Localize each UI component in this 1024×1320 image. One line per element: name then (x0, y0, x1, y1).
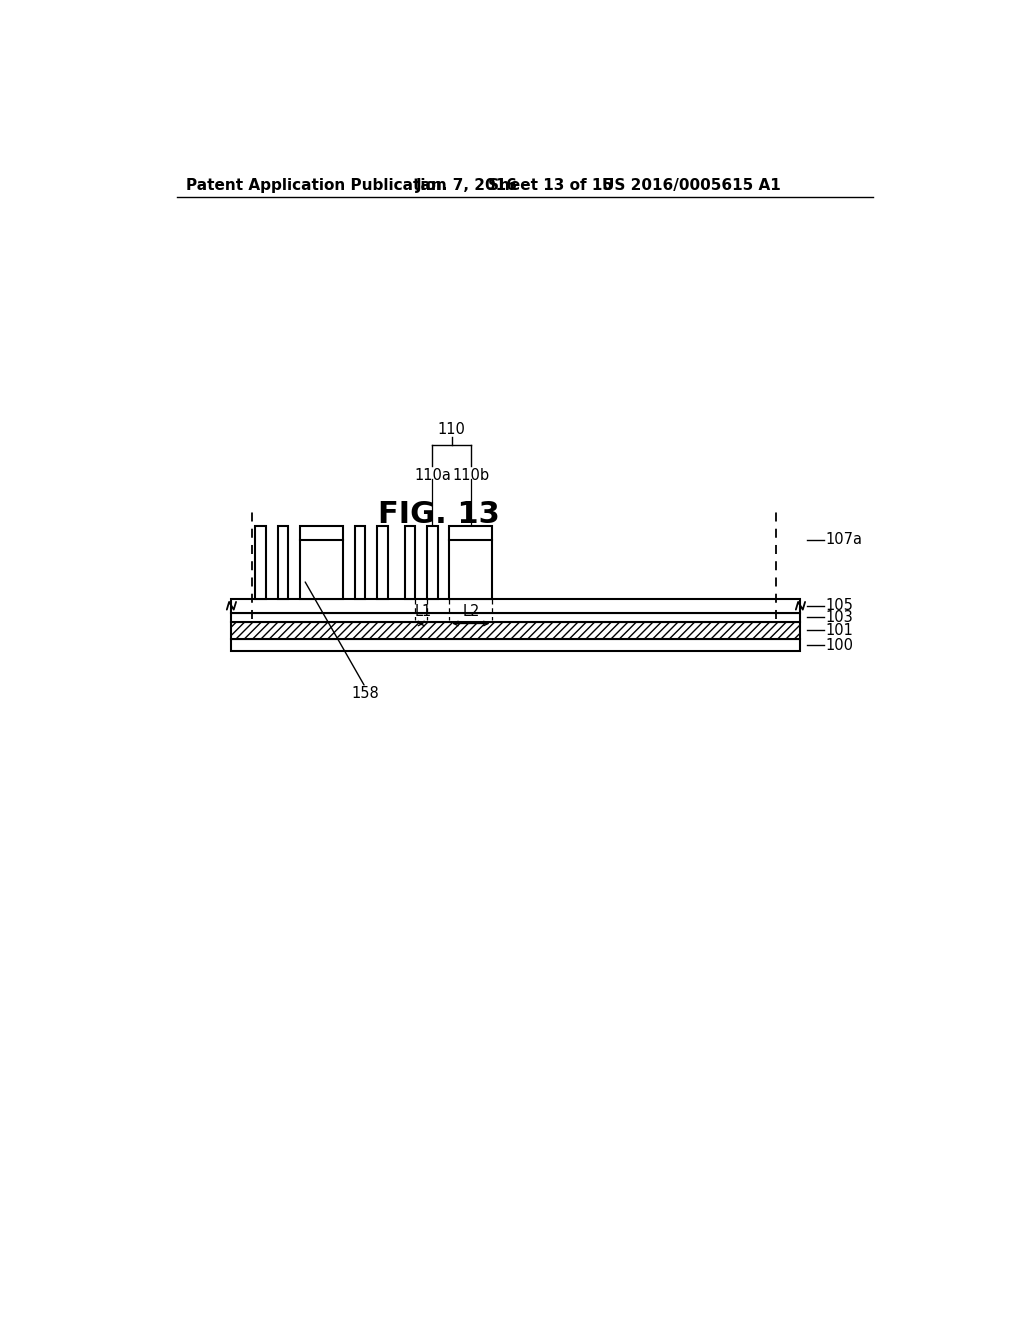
Text: 107a: 107a (826, 532, 863, 546)
Bar (230, 612, 801, 622)
Text: 158: 158 (351, 686, 379, 701)
Text: Jan. 7, 2016: Jan. 7, 2016 (416, 178, 517, 193)
Text: 110a: 110a (414, 469, 451, 483)
Text: Patent Application Publication: Patent Application Publication (186, 178, 446, 193)
Text: US 2016/0005615 A1: US 2016/0005615 A1 (602, 178, 780, 193)
Text: 110: 110 (437, 422, 466, 437)
Bar (255, 525, 266, 599)
Text: 100: 100 (826, 638, 854, 652)
Bar (230, 622, 801, 639)
Text: FIG. 13: FIG. 13 (378, 500, 500, 528)
Bar (230, 599, 801, 612)
Bar (450, 525, 493, 599)
Bar (404, 525, 416, 599)
Bar (377, 525, 388, 599)
Text: Sheet 13 of 15: Sheet 13 of 15 (487, 178, 612, 193)
Text: 101: 101 (826, 623, 854, 638)
Text: L1: L1 (414, 603, 431, 619)
Bar (354, 525, 366, 599)
Text: 103: 103 (826, 610, 854, 624)
Bar (300, 525, 343, 599)
Bar (230, 639, 801, 651)
Bar (427, 525, 438, 599)
Text: 105: 105 (826, 598, 854, 614)
Text: 110b: 110b (453, 469, 489, 483)
Text: L2: L2 (462, 603, 479, 619)
Bar (278, 525, 289, 599)
